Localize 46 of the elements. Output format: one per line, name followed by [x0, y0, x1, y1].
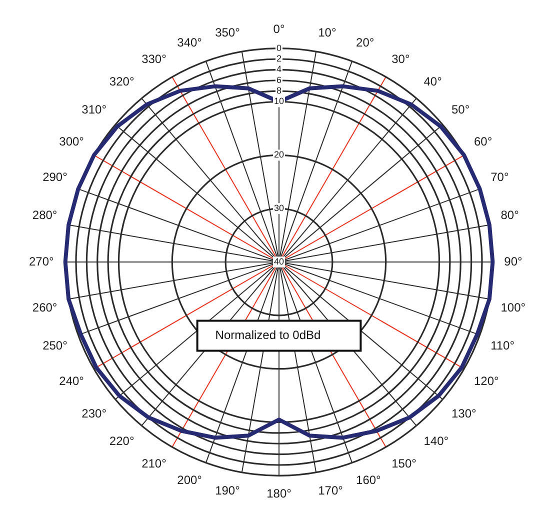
spoke-label: 270° — [28, 254, 54, 268]
spoke-label: 330° — [142, 52, 167, 66]
spoke-label: 150° — [392, 456, 417, 471]
spoke-label: 0° — [273, 22, 285, 36]
spoke-label: 90° — [504, 254, 523, 268]
spoke-label: 10° — [318, 25, 336, 40]
spoke-label: 20° — [356, 36, 374, 50]
spoke-label: 200° — [177, 473, 202, 488]
spoke-label: 340° — [177, 36, 202, 50]
y-tick-label: 8 — [276, 86, 282, 96]
y-tick-label: 30 — [274, 203, 284, 214]
spoke-label: 260° — [32, 300, 58, 315]
spoke-label: 230° — [82, 406, 107, 420]
spoke-label: 170° — [318, 483, 344, 498]
spoke-label: 70° — [490, 170, 509, 184]
y-tick-label: 2 — [276, 53, 282, 64]
spoke-label: 300° — [59, 134, 84, 149]
spoke-label: 120° — [474, 374, 500, 388]
text: Normalized to 0dBd — [215, 328, 321, 342]
spoke-label: 80° — [500, 208, 520, 222]
y-tick-label: 40 — [274, 256, 284, 266]
spoke-label: 220° — [109, 434, 134, 448]
spoke-label: 60° — [474, 134, 492, 149]
spoke-label: 190° — [215, 483, 240, 498]
spoke-label: 210° — [142, 456, 167, 471]
spoke-label: 250° — [42, 338, 68, 353]
y-tick-label: 20 — [274, 150, 284, 160]
y-tick-label: 10 — [274, 96, 284, 106]
spoke-label: 280° — [32, 208, 58, 222]
spoke-label: 240° — [59, 374, 84, 388]
spoke-label: 160° — [356, 473, 382, 488]
spoke-label: 140° — [424, 434, 449, 448]
spoke-label: 290° — [42, 170, 68, 184]
spoke-label: 310° — [82, 102, 107, 116]
spoke-label: 40° — [424, 74, 442, 89]
y-tick-label: 4 — [276, 64, 282, 74]
spoke-label: 130° — [452, 406, 477, 420]
spoke-label: 100° — [500, 300, 526, 315]
spoke-label: 350° — [215, 25, 240, 40]
spoke-label: 180° — [266, 486, 292, 501]
spoke-label: 320° — [109, 74, 134, 89]
y-tick-label: 0 — [276, 42, 282, 53]
y-tick-label: 6 — [276, 74, 282, 85]
spoke-label: 110° — [490, 338, 515, 353]
spoke-label: 30° — [392, 52, 410, 66]
spoke-label: 50° — [452, 102, 470, 116]
